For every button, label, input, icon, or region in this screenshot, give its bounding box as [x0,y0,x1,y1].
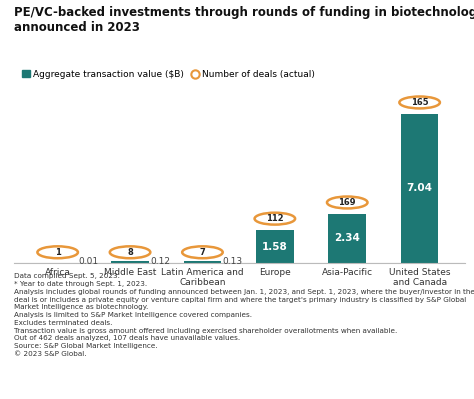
Text: PE/VC-backed investments through rounds of funding in biotechnology
announced in: PE/VC-backed investments through rounds … [14,6,474,34]
Text: 0.13: 0.13 [223,257,243,266]
Text: 0.01: 0.01 [78,257,98,266]
Text: 165: 165 [411,98,428,107]
Text: 8: 8 [127,248,133,257]
Bar [256,230,294,263]
Legend: Aggregate transaction value ($B), Number of deals (actual): Aggregate transaction value ($B), Number… [19,66,319,83]
Text: 7: 7 [200,248,205,257]
Text: 112: 112 [266,214,283,223]
Text: Data compiled Sept. 5, 2023.
* Year to date through Sept. 1, 2023.
Analysis incl: Data compiled Sept. 5, 2023. * Year to d… [14,273,474,357]
Bar [111,261,149,263]
Bar [183,261,221,263]
Text: 169: 169 [338,198,356,207]
Text: 2.34: 2.34 [334,233,360,243]
Text: 7.04: 7.04 [407,184,433,194]
Bar [328,213,366,263]
Text: 0.12: 0.12 [150,257,170,266]
Bar [401,114,438,263]
Text: 1: 1 [55,248,61,257]
Text: 1.58: 1.58 [262,241,288,251]
